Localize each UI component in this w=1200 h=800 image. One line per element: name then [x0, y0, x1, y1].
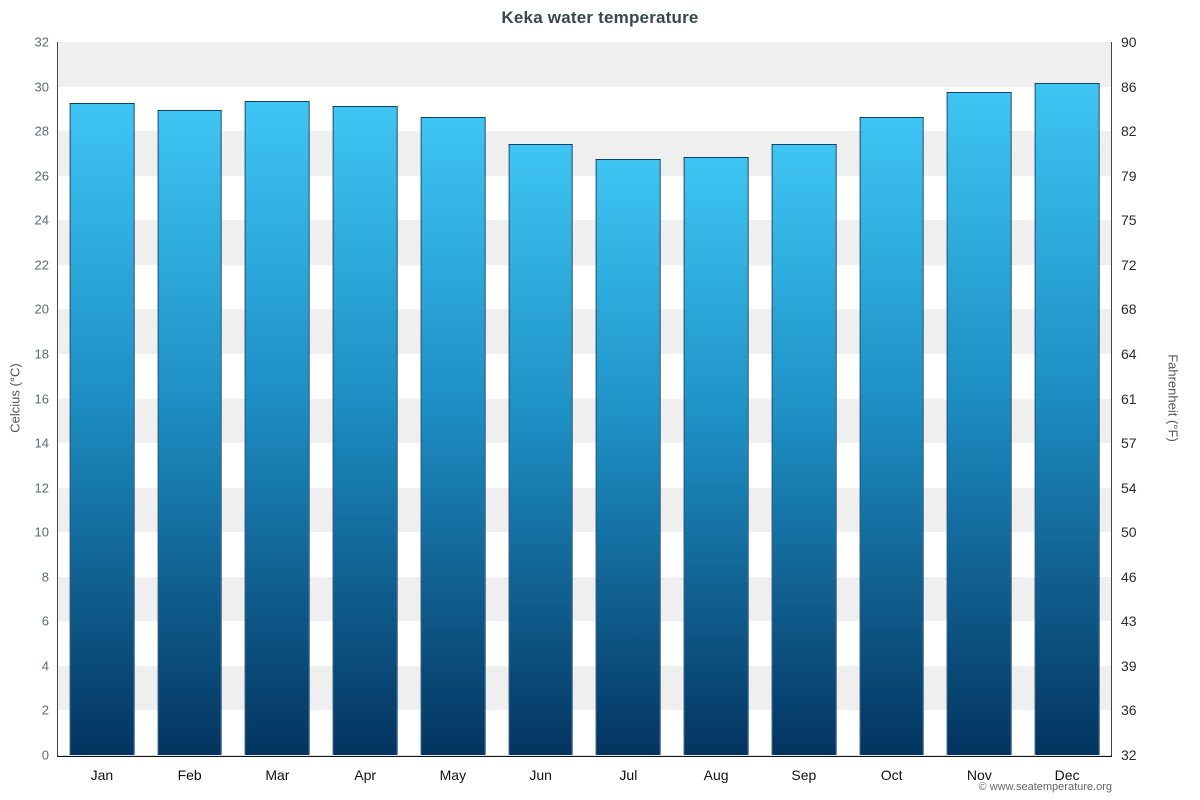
- x-tick-apr: Apr: [354, 767, 377, 783]
- bar-feb: [157, 110, 222, 755]
- y-tick-fahrenheit: 46: [1121, 568, 1137, 585]
- y-tick-fahrenheit: 79: [1121, 167, 1137, 184]
- y-tick-celsius: 22: [34, 257, 49, 273]
- plot-area: 0 32 2 36 4 39 6 43 8 46 10 50 12 54 14 57 16 61 18 64 20 68 2…: [35, 35, 1137, 783]
- bar-aug: [683, 156, 749, 755]
- y-tick-fahrenheit: 54: [1121, 479, 1137, 496]
- y-tick-fahrenheit: 82: [1121, 123, 1137, 140]
- x-tick-may: May: [439, 767, 467, 783]
- y-tick-fahrenheit: 64: [1121, 345, 1137, 362]
- chart-title: Keka water temperature: [501, 8, 699, 27]
- bar-mar: [245, 101, 310, 755]
- bar-oct: [859, 116, 924, 755]
- y-tick-celsius: 28: [34, 123, 49, 139]
- grid-band: [58, 131, 1111, 177]
- grid-band: [58, 42, 1111, 88]
- grid-band: [58, 710, 1111, 756]
- y-tick-fahrenheit: 32: [1121, 747, 1137, 763]
- y-tick-fahrenheit: 57: [1121, 435, 1137, 452]
- x-tick-dec: Dec: [1054, 767, 1080, 783]
- x-tick-nov: Nov: [966, 767, 992, 783]
- bar-dec: [1034, 83, 1100, 755]
- x-tick-feb: Feb: [177, 767, 202, 783]
- y-tick-celsius: 26: [34, 168, 49, 184]
- x-tick-sep: Sep: [791, 767, 817, 783]
- y-tick-celsius: 20: [34, 301, 49, 317]
- bar-may: [420, 116, 486, 755]
- grid-band: [58, 220, 1111, 266]
- y-tick-celsius: 24: [34, 212, 49, 228]
- grid-band: [58, 443, 1111, 489]
- y-tick-celsius: 16: [34, 391, 49, 406]
- grid-band: [58, 576, 1111, 623]
- y-tick-celsius: 0: [41, 747, 49, 763]
- bar-jan: [69, 103, 135, 755]
- y-axis-title-celsius: Celcius (°C): [7, 363, 23, 433]
- y-tick-fahrenheit: 72: [1121, 256, 1137, 273]
- y-tick-celsius: 12: [34, 480, 49, 496]
- x-tick-aug: Aug: [703, 767, 729, 783]
- x-tick-jun: Jun: [529, 767, 552, 783]
- bar-jul: [596, 159, 661, 755]
- y-tick-celsius: 14: [34, 435, 49, 451]
- y-tick-celsius: 10: [34, 524, 49, 540]
- bar-apr: [332, 105, 398, 755]
- bar-jun: [508, 143, 573, 755]
- y-tick-fahrenheit: 61: [1121, 390, 1137, 407]
- y-tick-fahrenheit: 86: [1121, 78, 1137, 95]
- y-axis-title-fahrenheit: Fahrenheit (°F): [1165, 354, 1181, 442]
- y-tick-fahrenheit: 75: [1121, 212, 1137, 229]
- y-tick-celsius: 4: [41, 658, 49, 674]
- y-tick-celsius: 2: [41, 702, 49, 718]
- copyright-credit: © www.seatemperature.org: [978, 781, 1112, 793]
- y-tick-fahrenheit: 50: [1121, 524, 1137, 541]
- y-tick-celsius: 30: [34, 79, 49, 95]
- x-tick-mar: Mar: [265, 767, 290, 783]
- y-tick-celsius: 8: [41, 569, 49, 585]
- bar-sep: [771, 143, 837, 755]
- y-tick-celsius: 32: [34, 34, 49, 50]
- y-tick-fahrenheit: 36: [1121, 702, 1137, 719]
- bar-nov: [947, 92, 1012, 755]
- y-tick-celsius: 6: [41, 613, 49, 629]
- x-tick-jul: Jul: [619, 767, 638, 783]
- y-tick-fahrenheit: 43: [1121, 613, 1137, 630]
- y-tick-fahrenheit: 39: [1121, 657, 1137, 674]
- x-tick-oct: Oct: [880, 767, 903, 783]
- x-tick-jan: Jan: [90, 767, 114, 783]
- y-tick-fahrenheit: 68: [1121, 301, 1137, 318]
- grid-band: [58, 309, 1111, 355]
- y-tick-celsius: 18: [34, 346, 49, 362]
- y-tick-fahrenheit: 90: [1121, 34, 1137, 50]
